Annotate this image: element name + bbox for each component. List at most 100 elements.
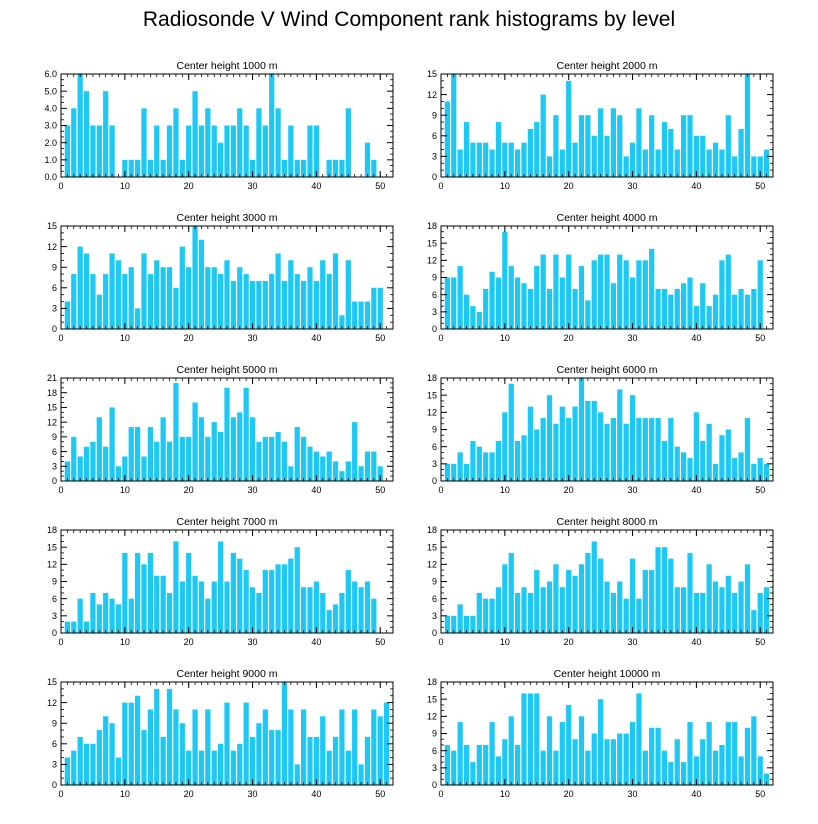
histogram-bar bbox=[339, 471, 345, 481]
y-tick-label: 6 bbox=[432, 746, 437, 756]
y-tick-label: 0 bbox=[52, 476, 57, 486]
histogram-bar bbox=[230, 552, 237, 633]
histogram-bar bbox=[218, 431, 224, 481]
histogram-bar bbox=[243, 274, 249, 329]
histogram-bar bbox=[559, 149, 565, 177]
histogram-bar bbox=[269, 570, 275, 633]
histogram-bar bbox=[198, 750, 205, 785]
histogram-bar bbox=[249, 587, 256, 633]
histogram-bar bbox=[610, 592, 617, 633]
histogram-bar bbox=[470, 142, 476, 177]
y-tick-label: 15 bbox=[427, 694, 437, 704]
histogram-bar bbox=[674, 288, 680, 329]
panel-title: Center height 4000 m bbox=[557, 212, 658, 224]
histogram-bar bbox=[674, 587, 680, 633]
panel-title: Center height 8000 m bbox=[557, 516, 658, 528]
histogram-bar bbox=[371, 709, 377, 785]
histogram-bar bbox=[90, 274, 96, 329]
y-tick-label: 9 bbox=[432, 729, 437, 739]
histogram-bar bbox=[732, 458, 738, 481]
histogram-bar bbox=[623, 156, 629, 177]
histogram-bar bbox=[712, 581, 719, 633]
histogram-bar bbox=[71, 108, 77, 177]
histogram-bar bbox=[186, 750, 192, 785]
histogram-bar bbox=[700, 135, 706, 177]
histogram-bar bbox=[495, 122, 502, 177]
y-tick-label: 6 bbox=[432, 290, 437, 300]
histogram-bar bbox=[725, 575, 731, 633]
histogram-bar bbox=[649, 418, 655, 481]
x-tick-label: 30 bbox=[628, 333, 638, 343]
histogram-bar bbox=[205, 108, 211, 177]
x-tick-label: 20 bbox=[184, 485, 194, 495]
histogram-bar bbox=[649, 570, 655, 633]
histogram-bar bbox=[451, 74, 457, 177]
histogram-bar bbox=[483, 744, 489, 785]
y-tick-label: 15 bbox=[47, 403, 57, 413]
histogram-bar bbox=[364, 142, 371, 177]
histogram-bar bbox=[192, 709, 198, 785]
histogram-bar bbox=[572, 575, 578, 633]
histogram-bar bbox=[719, 744, 725, 785]
histogram-bar bbox=[64, 757, 71, 785]
histogram-bar bbox=[617, 115, 623, 177]
histogram-bar bbox=[527, 128, 534, 177]
histogram-bar bbox=[326, 159, 332, 177]
histogram-bar bbox=[218, 142, 224, 177]
histogram-bar bbox=[96, 604, 102, 633]
histogram-bar bbox=[186, 125, 192, 177]
histogram-bar bbox=[706, 149, 712, 177]
histogram-bar bbox=[463, 463, 470, 481]
histogram-bar bbox=[712, 463, 719, 481]
histogram-bar bbox=[186, 552, 192, 633]
histogram-bar bbox=[288, 558, 294, 633]
histogram-bar bbox=[135, 552, 141, 633]
histogram-bar bbox=[109, 598, 115, 633]
histogram-bar bbox=[521, 283, 527, 329]
histogram-bar bbox=[534, 122, 540, 177]
histogram-bar bbox=[674, 739, 680, 785]
y-tick-label: 12 bbox=[427, 408, 437, 418]
histogram-bar bbox=[173, 382, 179, 481]
histogram-bar bbox=[352, 301, 358, 329]
histogram-bar bbox=[160, 575, 166, 633]
histogram-bar bbox=[546, 716, 553, 785]
histogram-bar bbox=[186, 267, 192, 329]
histogram-bar bbox=[269, 74, 275, 177]
histogram-bar bbox=[668, 418, 674, 481]
histogram-bar bbox=[642, 418, 648, 481]
histogram-bar bbox=[96, 125, 102, 177]
histogram-bar bbox=[326, 274, 332, 329]
y-tick-label: 21 bbox=[47, 373, 57, 383]
histogram-bar bbox=[275, 431, 281, 481]
histogram-bar bbox=[566, 418, 572, 481]
histogram-bar bbox=[706, 722, 712, 785]
x-tick-label: 50 bbox=[375, 485, 385, 495]
histogram-bar bbox=[211, 267, 217, 329]
histogram-bar bbox=[230, 280, 237, 329]
histogram-bar bbox=[738, 128, 744, 177]
histogram-bar bbox=[566, 704, 572, 785]
histogram-bar bbox=[109, 253, 115, 329]
histogram-bar bbox=[371, 451, 377, 481]
histogram-bar bbox=[744, 74, 751, 177]
histogram-bar bbox=[115, 604, 122, 633]
x-tick-label: 40 bbox=[311, 181, 321, 191]
y-tick-label: 12 bbox=[47, 560, 57, 570]
y-tick-label: 0.0 bbox=[44, 172, 57, 182]
histogram-bar bbox=[332, 159, 339, 177]
histogram-bar bbox=[352, 581, 358, 633]
histogram-bar bbox=[179, 723, 185, 785]
histogram-bar bbox=[764, 463, 770, 481]
histogram-bar bbox=[553, 423, 559, 481]
x-tick-label: 40 bbox=[691, 637, 701, 647]
histogram-bar bbox=[122, 159, 128, 177]
x-tick-label: 30 bbox=[628, 485, 638, 495]
histogram-bar bbox=[744, 564, 751, 633]
histogram-bar bbox=[540, 418, 546, 481]
histogram-bar bbox=[502, 412, 508, 481]
histogram-bar bbox=[444, 615, 451, 633]
histogram-bar bbox=[719, 587, 725, 633]
histogram-bar bbox=[527, 592, 534, 633]
